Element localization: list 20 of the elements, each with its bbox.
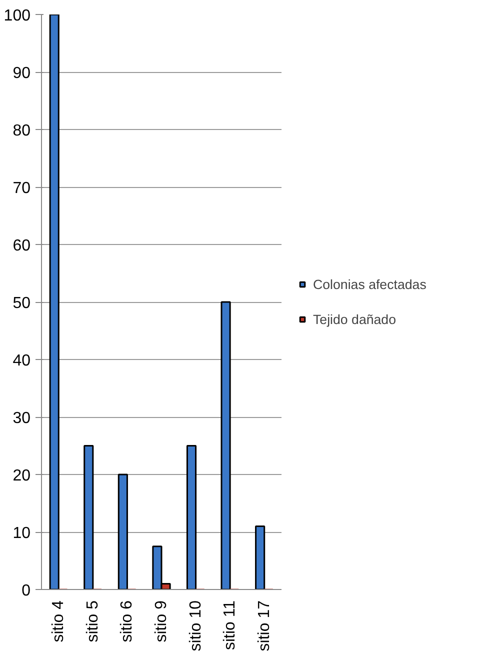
- y-tick-label: 80: [12, 122, 31, 140]
- y-tick-label: 90: [12, 65, 31, 82]
- x-tick-label: sitio 4: [50, 600, 68, 642]
- y-tick-label: 100: [4, 8, 31, 24]
- legend-label: Colonias afectadas: [313, 276, 426, 292]
- y-tick-label: 70: [12, 180, 31, 197]
- y-tick-label: 60: [12, 238, 31, 254]
- x-tick-label: sitio 10: [187, 600, 204, 652]
- x-tick-label: sitio 11: [222, 600, 239, 650]
- y-tick-label: 50: [12, 295, 31, 312]
- x-tick-label: sitio 17: [256, 600, 273, 652]
- y-tick-label: 0: [22, 582, 31, 600]
- y-tick-label: 40: [12, 352, 31, 370]
- x-tick-label: sitio 9: [153, 600, 170, 642]
- x-tick-label: sitio 5: [84, 600, 102, 642]
- legend-label: Tejido dañado: [313, 312, 396, 326]
- x-tick-label: sitio 6: [118, 600, 136, 642]
- y-tick-label: 10: [12, 525, 31, 542]
- y-tick-label: 20: [12, 468, 31, 484]
- y-tick-label: 30: [12, 410, 31, 427]
